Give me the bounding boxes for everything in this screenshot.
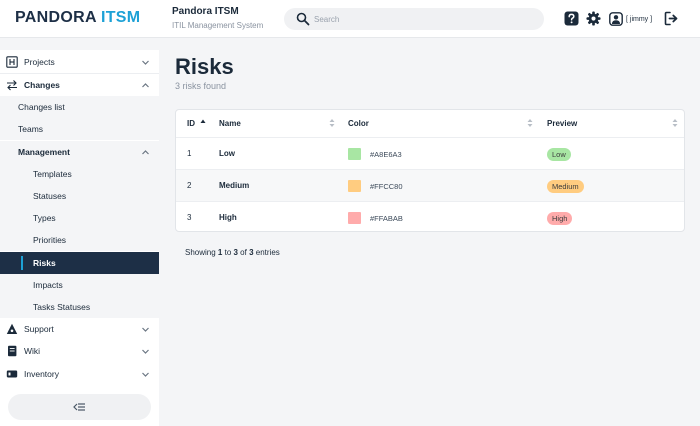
column-header-color[interactable]: Color <box>339 110 538 137</box>
sidebar-item-label: Changes list <box>18 102 65 112</box>
sort-icon <box>329 119 335 127</box>
sidebar-item-label: Changes <box>24 80 60 90</box>
table-row[interactable]: 2 Medium #FFCC80 Medium <box>176 169 684 201</box>
sort-asc-icon <box>200 119 206 123</box>
support-icon <box>6 323 18 334</box>
sort-icon <box>672 119 678 127</box>
sidebar-item-changes[interactable]: Changes <box>0 74 159 96</box>
sidebar-item-changes-list[interactable]: Changes list <box>0 96 159 118</box>
color-hex: #FFCC80 <box>370 182 403 191</box>
sidebar-item-label: Tasks Statuses <box>33 302 91 312</box>
preview-badge: High <box>547 212 573 225</box>
sidebar-item-label: Risks <box>33 258 56 268</box>
app-title: Pandora ITSM <box>172 6 239 17</box>
sort-icon <box>527 119 533 127</box>
sidebar-item-support[interactable]: Support <box>0 318 159 340</box>
search-icon <box>296 12 310 26</box>
row-id: 3 <box>187 213 192 222</box>
sidebar-item-label: Impacts <box>33 280 63 290</box>
sidebar-item-risks[interactable]: Risks <box>0 252 159 274</box>
page-title: Risks <box>175 54 234 79</box>
preview-badge: Low <box>547 148 571 161</box>
row-id: 2 <box>187 181 192 190</box>
color-swatch <box>348 148 361 160</box>
sidebar-item-inventory[interactable]: Inventory <box>0 363 159 385</box>
projects-icon <box>6 56 18 68</box>
sidebar-item-tasks-statuses[interactable]: Tasks Statuses <box>0 296 159 318</box>
wiki-icon <box>8 345 17 357</box>
color-swatch <box>348 180 361 192</box>
preview-badge: Medium <box>547 180 584 193</box>
sidebar-item-management[interactable]: Management <box>0 141 159 163</box>
divider <box>0 73 159 74</box>
inventory-icon <box>6 370 18 378</box>
chevron-up-icon <box>142 83 149 88</box>
sidebar-item-templates[interactable]: Templates <box>0 163 159 185</box>
color-hex: #A8E6A3 <box>370 150 402 159</box>
changes-icon <box>7 80 17 91</box>
active-indicator <box>21 256 23 270</box>
column-header-name[interactable]: Name <box>209 110 339 137</box>
sidebar-item-label: Wiki <box>24 346 41 356</box>
gear-icon[interactable] <box>586 11 601 26</box>
chevron-down-icon <box>142 60 149 65</box>
color-swatch <box>348 212 361 224</box>
sidebar-item-label: Statuses <box>33 191 67 201</box>
row-name[interactable]: Medium <box>219 181 250 190</box>
chevron-down-icon <box>142 349 149 354</box>
table-row[interactable]: 1 Low #A8E6A3 Low <box>176 137 684 169</box>
sidebar-item-label: Priorities <box>33 235 67 245</box>
sidebar-item-wiki[interactable]: Wiki <box>0 340 159 362</box>
sidebar-item-label: Teams <box>18 124 44 134</box>
sidebar-item-label: Inventory <box>24 369 59 379</box>
row-name[interactable]: Low <box>219 149 235 158</box>
help-icon[interactable] <box>564 11 579 26</box>
row-name[interactable]: High <box>219 213 237 222</box>
search-bar[interactable] <box>284 8 544 30</box>
results-count: 3 risks found <box>175 81 227 91</box>
pagination-info: Showing 1 to 3 of 3 entries <box>185 248 280 257</box>
logout-icon[interactable] <box>664 11 679 26</box>
chevron-up-icon <box>142 150 149 155</box>
collapse-icon <box>73 403 85 411</box>
sidebar-item-teams[interactable]: Teams <box>0 118 159 140</box>
sidebar-item-types[interactable]: Types <box>0 207 159 229</box>
column-header-preview[interactable]: Preview <box>538 110 684 137</box>
user-label: [ jimmy ] <box>626 15 653 23</box>
sidebar-item-projects[interactable]: Projects <box>0 51 159 73</box>
risks-table: ID Name Color Preview 1 Low #A8E6A3 Low … <box>175 109 685 232</box>
sidebar-item-impacts[interactable]: Impacts <box>0 274 159 296</box>
sidebar: Projects Changes Changes list Teams Mana… <box>0 50 159 426</box>
user-menu[interactable]: [ jimmy ] <box>609 11 652 27</box>
collapse-sidebar-button[interactable] <box>8 394 151 420</box>
sidebar-item-statuses[interactable]: Statuses <box>0 185 159 207</box>
chevron-down-icon <box>142 372 149 377</box>
sidebar-item-label: Templates <box>33 169 72 179</box>
table-row[interactable]: 3 High #FFABAB High <box>176 201 684 231</box>
sidebar-item-label: Types <box>33 213 56 223</box>
search-input[interactable] <box>314 11 534 27</box>
sidebar-item-priorities[interactable]: Priorities <box>0 229 159 251</box>
sidebar-item-label: Management <box>18 147 70 157</box>
logo[interactable]: PANDORA ITSM <box>15 9 141 26</box>
chevron-down-icon <box>142 327 149 332</box>
sidebar-item-label: Projects <box>24 57 55 67</box>
top-header: PANDORA ITSM Pandora ITSM ITIL Managemen… <box>0 0 700 38</box>
row-id: 1 <box>187 149 192 158</box>
app-subtitle: ITIL Management System <box>172 21 264 30</box>
column-header-id[interactable]: ID <box>176 110 209 137</box>
sidebar-item-label: Support <box>24 324 54 334</box>
user-icon <box>609 12 623 26</box>
color-hex: #FFABAB <box>370 214 403 223</box>
